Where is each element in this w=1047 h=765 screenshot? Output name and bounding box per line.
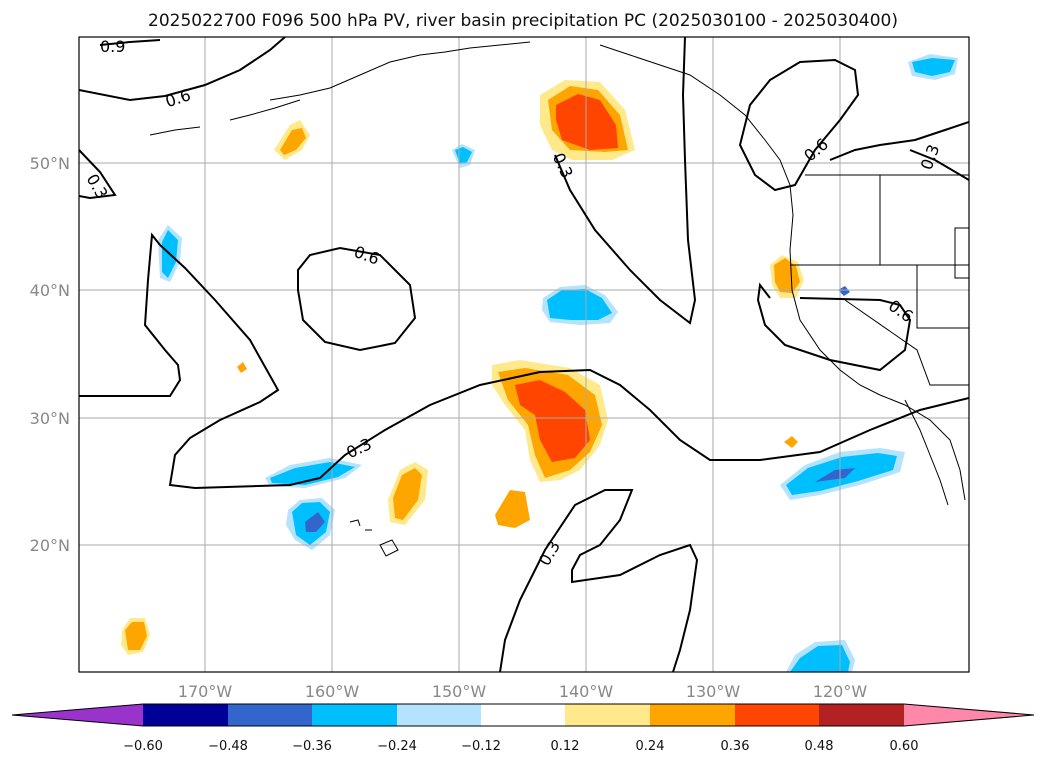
- colorbar-segment: [228, 704, 312, 726]
- map-frame: [78, 36, 970, 673]
- colorbar-segment: [397, 704, 481, 726]
- colorbar: [11, 703, 1035, 727]
- negative-anomalies: [158, 54, 958, 672]
- map-area: [79, 37, 969, 672]
- colorbar-extend-high: [904, 704, 1034, 726]
- colorbar-label: 0.48: [805, 739, 834, 754]
- colorbar-label: −0.60: [123, 739, 163, 754]
- contour-label: 0.9: [100, 37, 125, 56]
- colorbar-label: −0.24: [377, 739, 417, 754]
- lon-label-120w: 120°W: [813, 682, 868, 701]
- colorbar-segment: [312, 704, 397, 726]
- lon-label-140w: 140°W: [559, 682, 614, 701]
- colorbar-segment: [819, 704, 904, 726]
- colorbar-segment: [565, 704, 650, 726]
- colorbar-extend-low: [12, 704, 143, 726]
- colorbar-outline: [11, 703, 1035, 727]
- colorbar-label: 0.12: [551, 739, 580, 754]
- colorbar-segment: [735, 704, 819, 726]
- lon-label-130w: 130°W: [686, 682, 741, 701]
- map-title: 2025022700 F096 500 hPa PV, river basin …: [148, 11, 898, 31]
- positive-anomalies: [121, 80, 804, 655]
- pv-contours: [79, 37, 969, 672]
- colorbar-label: −0.36: [292, 739, 332, 754]
- coastlines: [149, 41, 969, 557]
- colorbar-label: −0.12: [461, 739, 501, 754]
- lon-label-170w: 170°W: [178, 682, 233, 701]
- lat-label-20n: 20°N: [30, 536, 70, 555]
- colorbar-segment: [650, 704, 735, 726]
- colorbar-segment: [143, 704, 228, 726]
- lat-label-40n: 40°N: [30, 281, 70, 300]
- anomaly-south-subtropical: [495, 490, 530, 528]
- lat-label-30n: 30°N: [30, 409, 70, 428]
- colorbar-label: 0.24: [636, 739, 665, 754]
- colorbar-label: −0.48: [208, 739, 248, 754]
- lon-label-160w: 160°W: [305, 682, 360, 701]
- colorbar-segment: [481, 704, 565, 726]
- lon-label-150w: 150°W: [432, 682, 487, 701]
- graticule: [79, 37, 969, 672]
- colorbar-label: 0.60: [890, 739, 919, 754]
- lat-label-50n: 50°N: [30, 154, 70, 173]
- colorbar-label: 0.36: [721, 739, 750, 754]
